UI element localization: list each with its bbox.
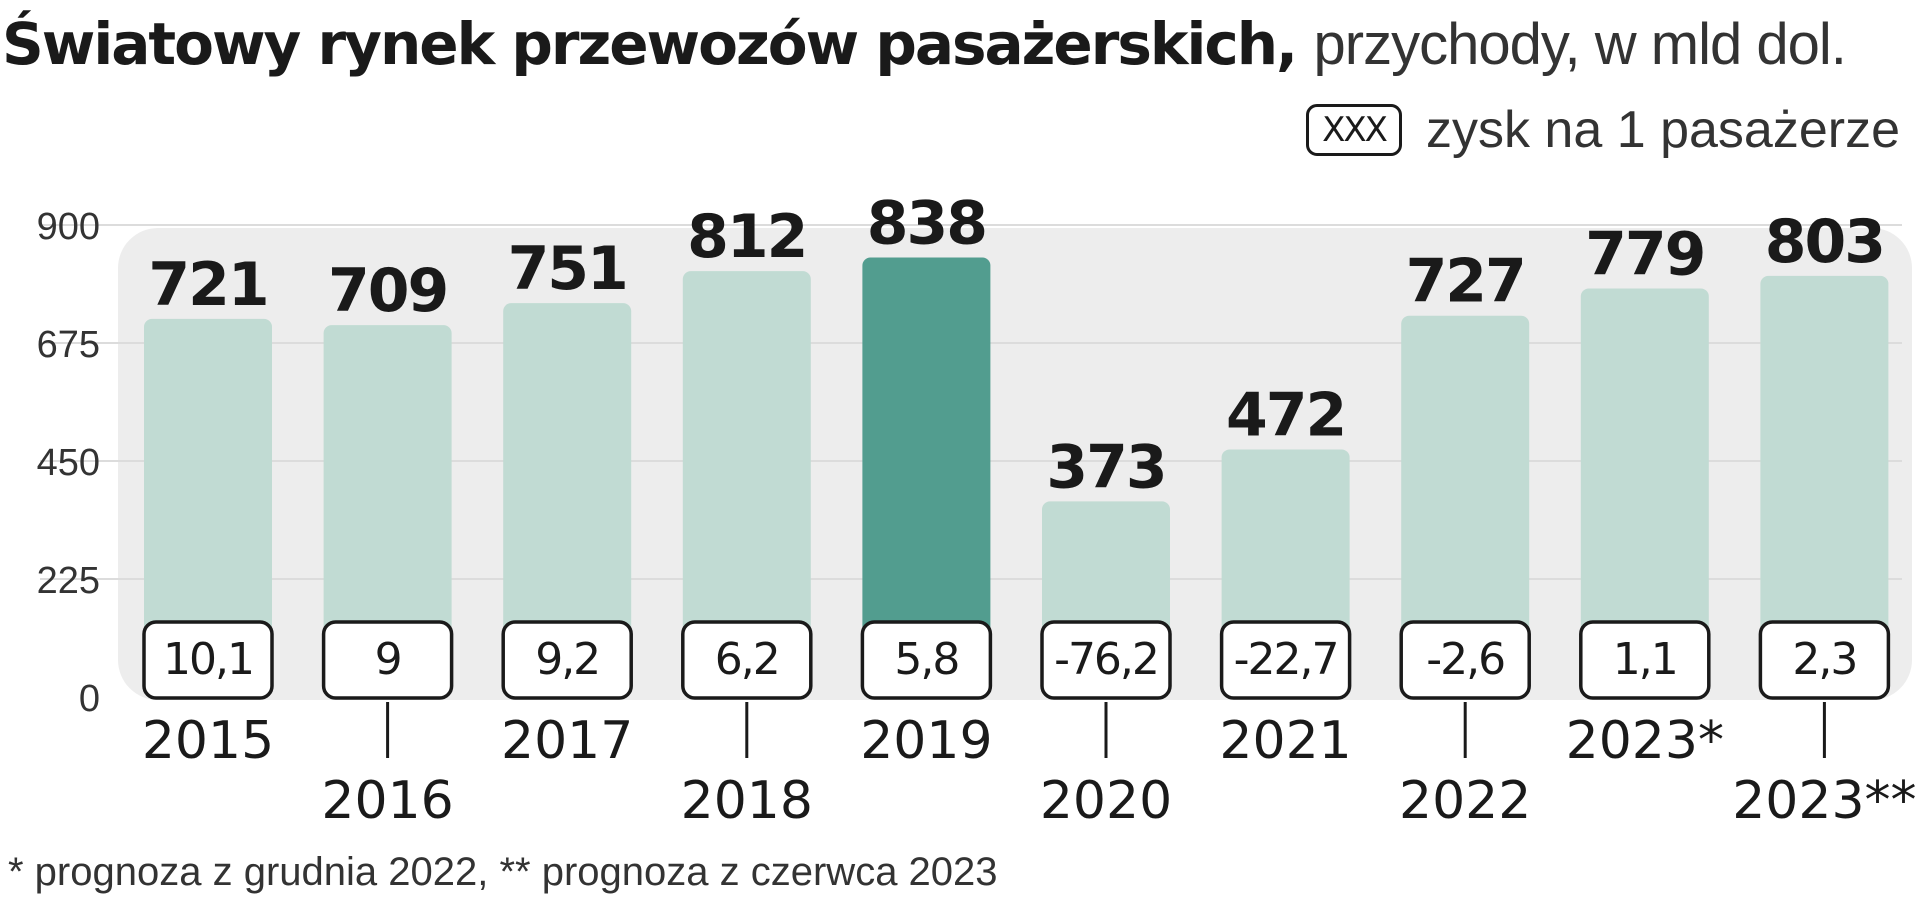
profit-label: -76,2	[1054, 634, 1158, 685]
bar	[682, 271, 811, 697]
bar	[144, 318, 272, 697]
profit-box	[681, 620, 813, 700]
bar-value-label: 803	[1765, 207, 1884, 277]
x-tick-label: 2023*	[1566, 711, 1724, 771]
legend-label: zysk na 1 pasażerze	[1425, 101, 1900, 159]
profit-box	[1219, 620, 1352, 700]
bar	[323, 325, 452, 697]
title-bold: Światowy rynek przewozów pasażerskich,	[2, 10, 1298, 78]
bar-value-label: 373	[1046, 432, 1165, 502]
profit-label: -22,7	[1234, 634, 1338, 685]
bar-value-label: 779	[1585, 219, 1704, 289]
x-tick-label: 2018	[681, 771, 813, 831]
profit-label: 5,8	[894, 634, 958, 685]
profit-box	[1758, 620, 1891, 700]
profit-label: 9,2	[535, 634, 599, 685]
bar-value-label: 812	[687, 202, 806, 272]
y-tick-label: 0	[79, 678, 100, 720]
x-tick-label: 2022	[1399, 771, 1531, 831]
profit-box	[1040, 620, 1172, 700]
x-tick-label: 2019	[860, 711, 992, 771]
bar-value-label: 838	[867, 189, 986, 259]
y-tick-label: 675	[37, 324, 100, 366]
x-tick-label: 2021	[1219, 711, 1351, 771]
bar	[1580, 288, 1709, 697]
bar-value-label: 472	[1226, 380, 1345, 450]
y-tick-label: 900	[37, 206, 100, 248]
bar	[1760, 275, 1889, 697]
title-light: przychody, w mld dol.	[1313, 12, 1847, 77]
bar-value-label: 727	[1406, 247, 1525, 317]
profit-label: 10,1	[163, 634, 253, 685]
x-tick-label: 2023**	[1732, 771, 1916, 831]
bar-value-label: 709	[328, 256, 447, 326]
x-tick-label: 2016	[321, 771, 453, 831]
profit-label: 9	[375, 634, 401, 685]
bar-value-label: 751	[508, 234, 627, 304]
chart-title: Światowy rynek przewozów pasażerskich, p…	[2, 8, 1847, 81]
legend-box-sample: XXX	[1306, 104, 1402, 156]
x-tick-label: 2017	[501, 711, 633, 771]
profit-label: 6,2	[715, 634, 779, 685]
bar	[503, 303, 632, 697]
profit-box	[321, 620, 454, 700]
legend: XXX zysk na 1 pasażerze	[1306, 98, 1900, 162]
profit-box	[1579, 620, 1711, 700]
profit-box	[501, 620, 633, 700]
profit-label: 1,1	[1613, 634, 1677, 685]
y-tick-label: 225	[37, 560, 100, 602]
y-tick-label: 450	[37, 442, 100, 484]
profit-box	[860, 620, 993, 700]
bar-value-label: 721	[148, 250, 267, 320]
bar	[1401, 315, 1530, 697]
profit-box	[1399, 620, 1531, 700]
profit-label: -2,6	[1426, 634, 1504, 685]
profit-label: 2,3	[1792, 634, 1856, 685]
x-tick-label: 2020	[1040, 771, 1172, 831]
footnote: * prognoza z grudnia 2022, ** prognoza z…	[8, 850, 998, 894]
x-tick-label: 2015	[142, 711, 274, 771]
profit-box	[142, 620, 274, 700]
bar	[862, 257, 991, 697]
